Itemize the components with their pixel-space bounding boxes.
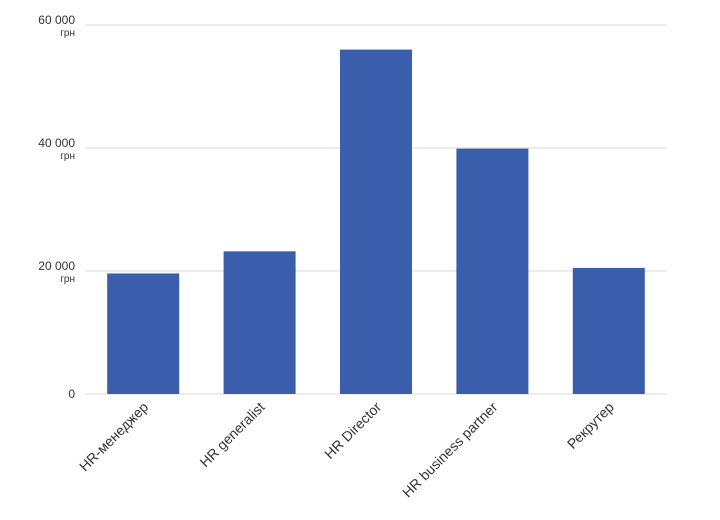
y-tick-unit: грн (60, 28, 75, 39)
y-tick-unit: грн (60, 274, 75, 285)
bar (340, 49, 412, 394)
x-tick-label: HR Director (321, 399, 384, 462)
x-tick-label: HR generalist (196, 399, 267, 470)
y-tick-label: 60 000 (38, 13, 75, 27)
y-tick-label: 40 000 (38, 136, 75, 150)
bar (107, 273, 180, 394)
y-tick-unit: грн (60, 151, 75, 162)
y-tick-label: 20 000 (38, 259, 75, 273)
x-tick-label: Рекрутер (564, 399, 617, 452)
bar (456, 148, 529, 394)
y-tick-label: 0 (68, 387, 75, 401)
x-tick-label: HR business partner (399, 399, 501, 501)
x-tick-label: HR-менеджер (76, 399, 152, 475)
bar (223, 251, 296, 394)
bar (572, 267, 645, 394)
